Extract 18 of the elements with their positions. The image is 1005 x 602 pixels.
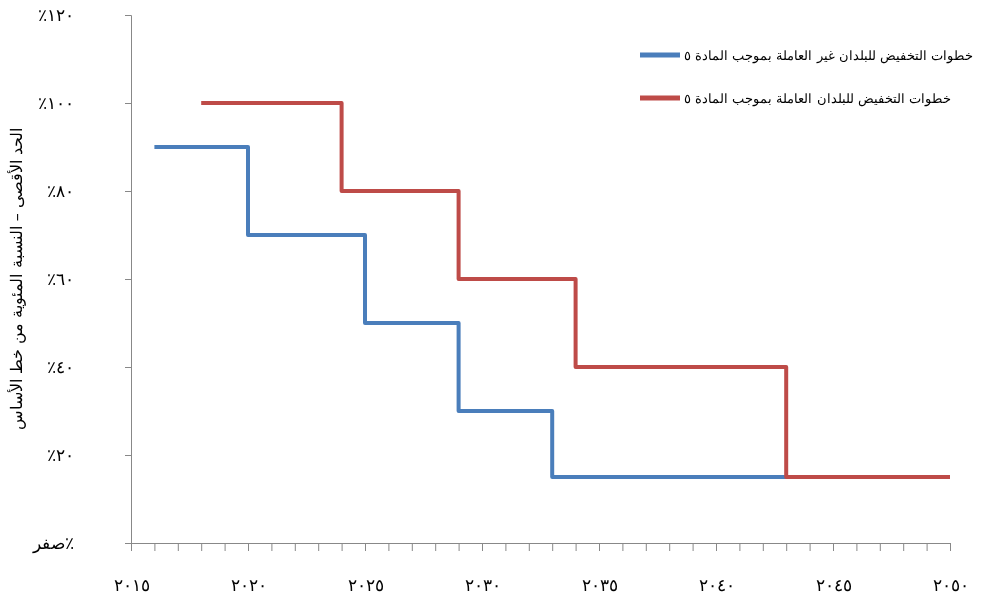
x-tick-label: ٢٠١٥: [113, 576, 150, 596]
x-tick-label: ٢٠٣٠: [464, 576, 501, 596]
y-tick-label: ٪٤٠: [47, 357, 75, 377]
y-tick-label: ٪٢٠: [47, 445, 75, 465]
y-tick-label: ٪٨٠: [47, 181, 75, 201]
legend-label: خطوات التخفيض للبلدان العاملة بموجب المادة ٥: [684, 90, 951, 107]
x-tick-label: ٢٠٣٥: [581, 576, 618, 596]
legend-label: خطوات التخفيض للبلدان غير العاملة بموجب المادة ٥: [684, 47, 973, 64]
x-tick-label: ٢٠٥٠: [932, 576, 969, 596]
x-tick-label: ٢٠٤٠: [698, 576, 735, 596]
x-tick-label: ٢٠٢٠: [230, 576, 267, 596]
y-tick-label: ٪٦٠: [47, 269, 75, 289]
x-tick-label: ٢٠٢٥: [347, 576, 384, 596]
y-tick-label: ٪١٠٠: [38, 93, 75, 113]
y-axis-title: الحد الأقصى – النسبة المئوية من خط الأساس: [7, 128, 26, 430]
y-tick-label: صفر٪: [32, 533, 75, 554]
x-tick-label: ٢٠٤٥: [815, 576, 852, 596]
y-tick-label: ٪١٢٠: [38, 5, 75, 25]
